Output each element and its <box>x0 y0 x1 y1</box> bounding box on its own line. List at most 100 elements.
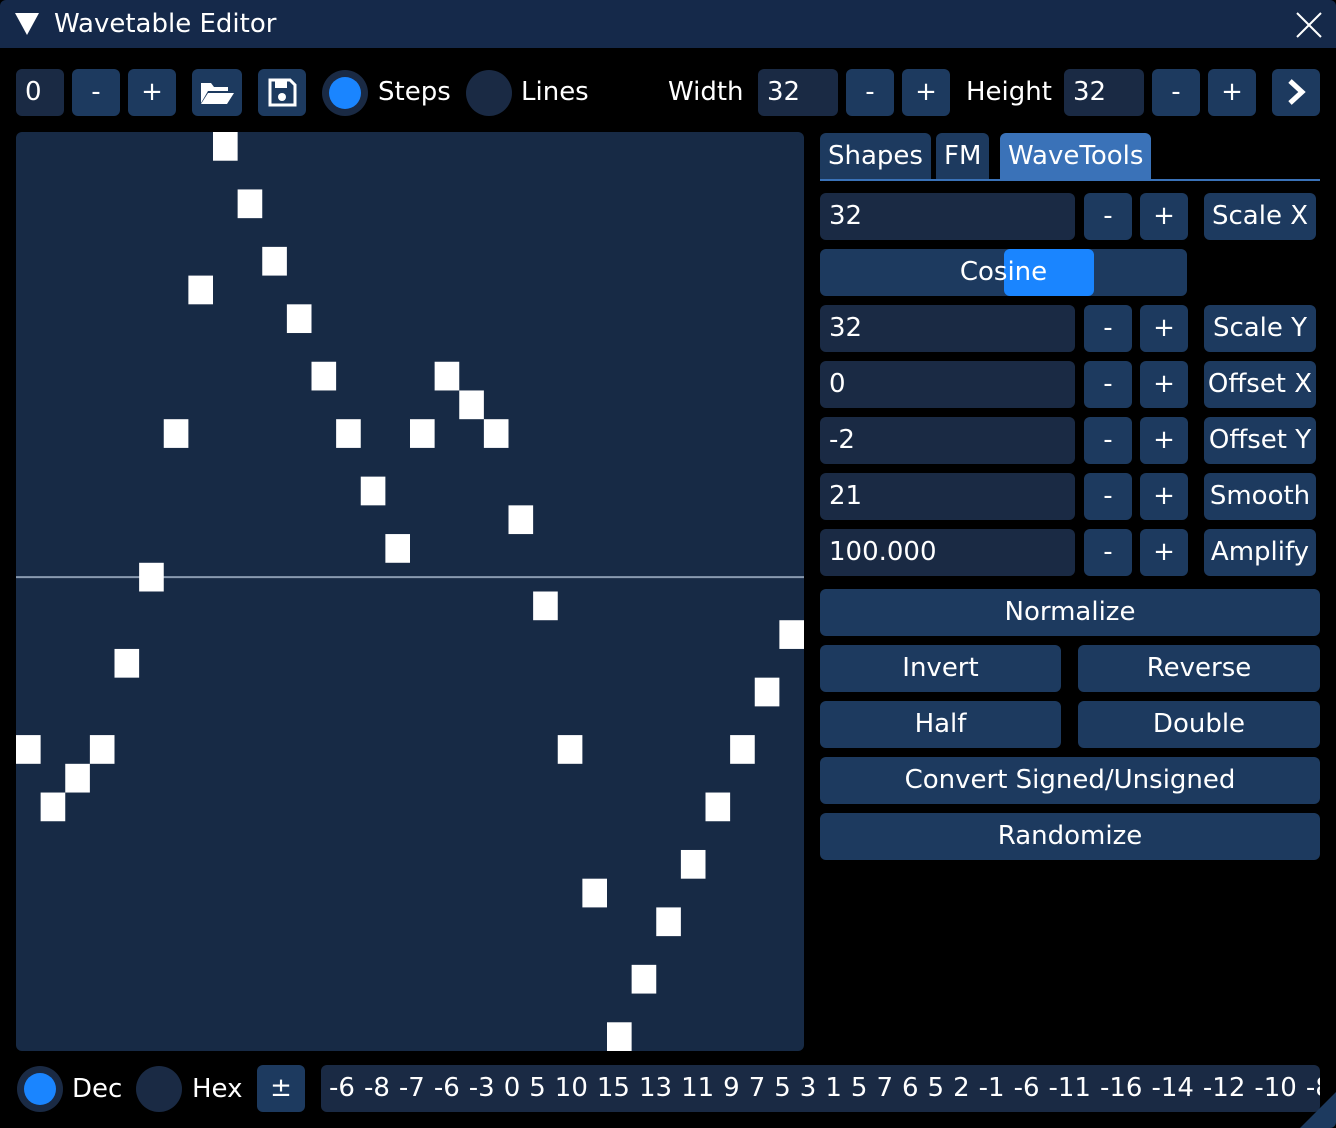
value-text: -3 <box>468 1073 495 1103</box>
tab[interactable]: Shapes <box>820 133 931 179</box>
value-text: -1 <box>978 1073 1005 1103</box>
wave-step <box>582 878 607 908</box>
tool-minus[interactable]: - <box>1084 417 1132 464</box>
wave-step <box>336 419 361 448</box>
save-button[interactable] <box>258 69 306 116</box>
tool-label[interactable]: Offset Y <box>1204 417 1316 464</box>
tool-label[interactable]: Scale Y <box>1204 305 1316 352</box>
value-text: 9 <box>723 1073 740 1103</box>
index-field[interactable]: 0 <box>16 69 64 116</box>
tool-field[interactable]: 100.000 <box>820 529 1075 576</box>
tool-plus[interactable]: + <box>1140 193 1188 240</box>
tool-minus[interactable]: - <box>1084 529 1132 576</box>
tool-label[interactable]: Scale X <box>1204 193 1316 240</box>
resize-grip[interactable] <box>1300 1092 1336 1128</box>
tool-field[interactable]: 32 <box>820 193 1075 240</box>
tab-active[interactable]: WaveTools <box>1000 133 1152 179</box>
tab[interactable]: FM <box>936 133 990 179</box>
title-bar <box>0 0 1336 48</box>
value-text: 5 <box>774 1073 791 1103</box>
half-button[interactable]: Half <box>820 701 1061 748</box>
lines-label: Lines <box>521 77 589 107</box>
tool-minus[interactable]: - <box>1084 193 1132 240</box>
normalize-button[interactable]: Normalize <box>820 589 1320 636</box>
width-field[interactable]: 32 <box>758 69 838 116</box>
tool-plus[interactable]: + <box>1140 305 1188 352</box>
width-plus[interactable]: + <box>902 69 950 116</box>
wave-step <box>730 735 755 764</box>
window-title: Wavetable Editor <box>54 9 277 39</box>
dec-radio[interactable] <box>17 1066 63 1112</box>
tab-underline <box>820 179 1320 181</box>
wave-step <box>705 792 731 822</box>
lines-radio[interactable] <box>466 70 512 116</box>
value-text: 15 <box>596 1073 630 1103</box>
index-plus[interactable]: + <box>128 69 176 116</box>
wave-step <box>656 907 681 937</box>
tool-minus[interactable]: - <box>1084 473 1132 520</box>
tool-field[interactable]: 21 <box>820 473 1075 520</box>
hex-radio[interactable] <box>136 1066 182 1112</box>
tool-plus[interactable]: + <box>1140 361 1188 408</box>
width-minus[interactable]: - <box>846 69 894 116</box>
value-text: 7 <box>876 1073 893 1103</box>
close-button[interactable] <box>1296 12 1322 38</box>
value-text: -16 <box>1099 1073 1143 1103</box>
wave-step <box>779 620 804 649</box>
wave-step <box>286 304 312 334</box>
sign-button[interactable]: ± <box>257 1065 305 1112</box>
value-text: -8 <box>1305 1073 1320 1103</box>
tool-label[interactable]: Offset X <box>1204 361 1316 408</box>
tool-minus[interactable]: - <box>1084 305 1132 352</box>
wave-step <box>163 419 189 448</box>
wave-step <box>434 361 460 391</box>
shape-slider[interactable]: Cosine <box>820 249 1187 296</box>
tool-label[interactable]: Smooth <box>1204 473 1316 520</box>
value-text: -8 <box>363 1073 390 1103</box>
wave-step <box>40 792 66 822</box>
chevron-icon <box>1288 79 1306 105</box>
value-text: 5 <box>529 1073 546 1103</box>
convert-button[interactable]: Convert Signed/Unsigned <box>820 757 1320 804</box>
wave-step <box>607 1022 632 1051</box>
tool-label[interactable]: Amplify <box>1204 529 1316 576</box>
height-minus[interactable]: - <box>1152 69 1200 116</box>
hex-label: Hex <box>192 1074 243 1104</box>
values-field[interactable]: -6 -8 -7 -6 -3 0 5 10 15 13 11 9 7 5 3 1 5 7 6 5 2 -1 -6 -11 -16… <box>321 1065 1320 1112</box>
wave-step <box>533 591 558 621</box>
height-field[interactable]: 32 <box>1064 69 1144 116</box>
tool-field[interactable]: -2 <box>820 417 1075 464</box>
tool-field[interactable]: 32 <box>820 305 1075 352</box>
wave-step <box>360 476 386 506</box>
expand-button[interactable] <box>1272 69 1320 116</box>
shape-label: Cosine <box>959 257 1048 287</box>
tool-plus[interactable]: + <box>1140 529 1188 576</box>
wave-step <box>459 390 484 420</box>
wave-step <box>410 419 435 448</box>
slider-grab <box>1004 249 1094 296</box>
height-label: Height <box>966 77 1052 107</box>
width-label: Width <box>668 77 744 107</box>
tool-plus[interactable]: + <box>1140 417 1188 464</box>
wave-step <box>188 275 213 305</box>
wave-plot[interactable] <box>16 132 804 1051</box>
randomize-button[interactable]: Randomize <box>820 813 1320 860</box>
wave-step <box>385 534 410 563</box>
tool-plus[interactable]: + <box>1140 473 1188 520</box>
invert-button[interactable]: Invert <box>820 645 1061 692</box>
value-text: 5 <box>850 1073 868 1103</box>
tool-field[interactable]: 0 <box>820 361 1075 408</box>
reverse-button[interactable]: Reverse <box>1078 645 1320 692</box>
collapse-arrow[interactable] <box>14 12 40 36</box>
index-minus[interactable]: - <box>72 69 120 116</box>
value-text: -6 <box>433 1073 460 1103</box>
steps-radio[interactable] <box>322 70 368 116</box>
wave-step <box>89 735 115 764</box>
wave-step <box>16 735 41 764</box>
tool-minus[interactable]: - <box>1084 361 1132 408</box>
wave-step <box>213 132 238 161</box>
height-plus[interactable]: + <box>1208 69 1256 116</box>
value-text: -10 <box>1254 1073 1297 1103</box>
open-button[interactable] <box>192 69 242 116</box>
double-button[interactable]: Double <box>1078 701 1320 748</box>
